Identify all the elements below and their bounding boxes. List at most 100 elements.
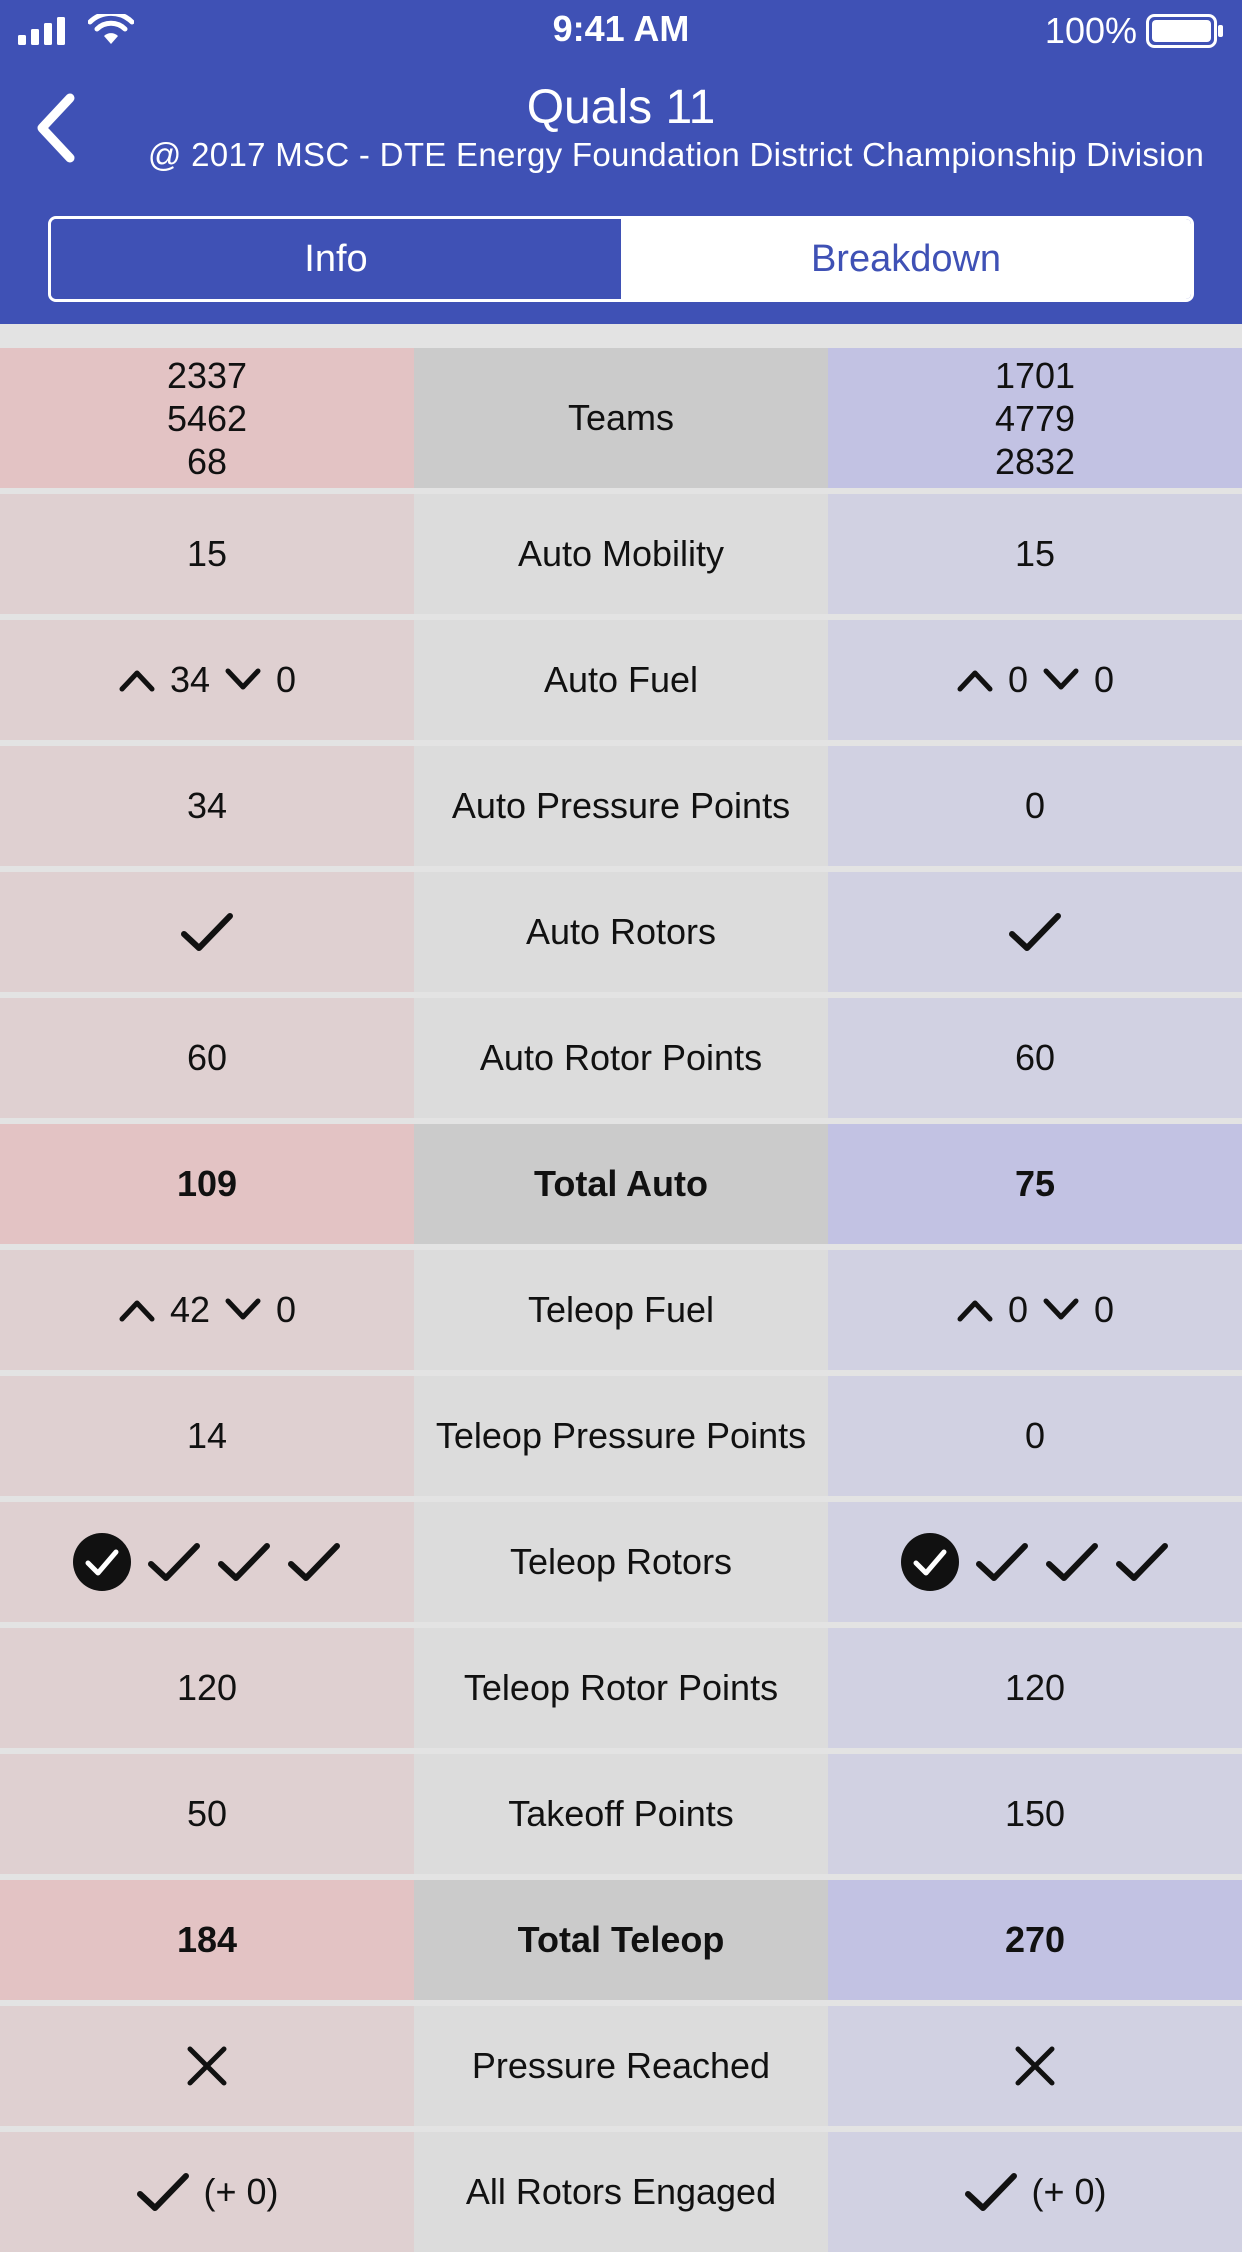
row-auto-mobility: 15 Auto Mobility 15 bbox=[0, 494, 1242, 614]
low-goal-value: 0 bbox=[276, 1289, 297, 1330]
check-circle-icon bbox=[901, 1533, 959, 1591]
row-label: All Rotors Engaged bbox=[414, 2132, 828, 2252]
low-goal-value: 0 bbox=[1094, 659, 1115, 700]
blue-value: 60 bbox=[828, 998, 1242, 1118]
red-value: 60 bbox=[0, 998, 414, 1118]
x-icon bbox=[1015, 2046, 1055, 2086]
row-teleop-rotor-points: 120 Teleop Rotor Points 120 bbox=[0, 1628, 1242, 1748]
blue-value: (+ 0) bbox=[828, 2132, 1242, 2252]
check-icon bbox=[288, 1543, 340, 1581]
blue-value: 0 bbox=[828, 746, 1242, 866]
blue-value: 150 bbox=[828, 1754, 1242, 1874]
status-bar: 9:41 AM 100% bbox=[0, 0, 1242, 60]
row-label: Auto Mobility bbox=[414, 494, 828, 614]
row-auto-fuel: 34 0 Auto Fuel 0 0 bbox=[0, 620, 1242, 740]
row-label: Auto Rotor Points bbox=[414, 998, 828, 1118]
row-label: Teleop Fuel bbox=[414, 1250, 828, 1370]
row-all-rotors-engaged: (+ 0) All Rotors Engaged (+ 0) bbox=[0, 2132, 1242, 2252]
high-goal-value: 0 bbox=[1007, 659, 1028, 700]
blue-team-2[interactable]: 4779 bbox=[994, 397, 1076, 439]
row-teleop-pressure-points: 14 Teleop Pressure Points 0 bbox=[0, 1376, 1242, 1496]
red-value: 120 bbox=[0, 1628, 414, 1748]
blue-value: 15 bbox=[828, 494, 1242, 614]
blue-value: 120 bbox=[828, 1628, 1242, 1748]
low-goal-value: 0 bbox=[1094, 1289, 1115, 1330]
blue-value bbox=[828, 872, 1242, 992]
blue-value bbox=[828, 1502, 1242, 1622]
red-value bbox=[0, 2006, 414, 2126]
red-team-1[interactable]: 2337 bbox=[166, 354, 248, 396]
check-icon bbox=[218, 1543, 270, 1581]
blue-value: 75 bbox=[828, 1124, 1242, 1244]
row-auto-pressure-points: 34 Auto Pressure Points 0 bbox=[0, 746, 1242, 866]
x-icon bbox=[187, 2046, 227, 2086]
blue-teams: 1701 4779 2832 bbox=[828, 348, 1242, 488]
blue-value: 0 bbox=[828, 1376, 1242, 1496]
red-value: 34 bbox=[0, 746, 414, 866]
wifi-icon bbox=[88, 14, 134, 44]
row-takeoff-points: 50 Takeoff Points 150 bbox=[0, 1754, 1242, 1874]
chevron-up-icon bbox=[119, 1300, 155, 1322]
tab-info[interactable]: Info bbox=[51, 219, 621, 299]
event-subtitle: @ 2017 MSC - DTE Energy Foundation Distr… bbox=[147, 136, 1205, 173]
row-label: Auto Fuel bbox=[414, 620, 828, 740]
row-total-auto: 109 Total Auto 75 bbox=[0, 1124, 1242, 1244]
row-label: Total Auto bbox=[414, 1124, 828, 1244]
row-label: Pressure Reached bbox=[414, 2006, 828, 2126]
low-goal-value: 0 bbox=[276, 659, 297, 700]
blue-value: 0 0 bbox=[828, 1250, 1242, 1370]
red-team-2[interactable]: 5462 bbox=[166, 397, 248, 439]
check-icon bbox=[137, 2173, 190, 2211]
segmented-control: Info Breakdown bbox=[48, 216, 1194, 302]
check-icon bbox=[976, 1543, 1028, 1581]
bonus-value: (+ 0) bbox=[203, 2171, 279, 2212]
row-label: Auto Rotors bbox=[414, 872, 828, 992]
chevron-down-icon bbox=[225, 668, 261, 690]
back-chevron-icon[interactable] bbox=[30, 90, 86, 166]
row-teams: 2337 5462 68 Teams 1701 4779 2832 bbox=[0, 348, 1242, 488]
row-label: Teleop Pressure Points bbox=[414, 1376, 828, 1496]
row-label: Takeoff Points bbox=[414, 1754, 828, 1874]
row-total-teleop: 184 Total Teleop 270 bbox=[0, 1880, 1242, 2000]
red-value: 15 bbox=[0, 494, 414, 614]
check-icon bbox=[1046, 1543, 1098, 1581]
check-icon bbox=[148, 1543, 200, 1581]
red-value: (+ 0) bbox=[0, 2132, 414, 2252]
cell-signal-icon bbox=[18, 17, 65, 45]
row-label: Teleop Rotors bbox=[414, 1502, 828, 1622]
check-icon bbox=[1116, 1543, 1168, 1581]
battery-icon bbox=[1146, 14, 1223, 48]
blue-team-3[interactable]: 2832 bbox=[994, 440, 1076, 482]
red-value: 42 0 bbox=[0, 1250, 414, 1370]
check-icon bbox=[965, 2173, 1018, 2211]
bonus-value: (+ 0) bbox=[1031, 2171, 1107, 2212]
row-teleop-fuel: 42 0 Teleop Fuel 0 0 bbox=[0, 1250, 1242, 1370]
red-value: 109 bbox=[0, 1124, 414, 1244]
row-auto-rotor-points: 60 Auto Rotor Points 60 bbox=[0, 998, 1242, 1118]
chevron-down-icon bbox=[225, 1298, 261, 1320]
row-label: Auto Pressure Points bbox=[414, 746, 828, 866]
check-icon bbox=[181, 913, 233, 951]
battery-percent: 100% bbox=[1044, 10, 1137, 51]
chevron-down-icon bbox=[1043, 1298, 1079, 1320]
chevron-up-icon bbox=[957, 670, 993, 692]
check-circle-icon bbox=[73, 1533, 131, 1591]
blue-value: 0 0 bbox=[828, 620, 1242, 740]
red-value: 50 bbox=[0, 1754, 414, 1874]
blue-value bbox=[828, 2006, 1242, 2126]
status-time: 9:41 AM bbox=[552, 8, 690, 49]
row-auto-rotors: Auto Rotors bbox=[0, 872, 1242, 992]
page-title: Quals 11 bbox=[526, 81, 716, 134]
row-label: Total Teleop bbox=[414, 1880, 828, 2000]
chevron-up-icon bbox=[119, 670, 155, 692]
high-goal-value: 42 bbox=[169, 1289, 210, 1330]
row-teleop-rotors: Teleop Rotors bbox=[0, 1502, 1242, 1622]
red-value: 184 bbox=[0, 1880, 414, 2000]
nav-header: 9:41 AM 100% Quals 11 @ 2017 MSC - DTE E… bbox=[0, 0, 1242, 324]
blue-team-1[interactable]: 1701 bbox=[994, 354, 1076, 396]
row-pressure-reached: Pressure Reached bbox=[0, 2006, 1242, 2126]
tab-breakdown[interactable]: Breakdown bbox=[621, 219, 1191, 299]
red-value: 14 bbox=[0, 1376, 414, 1496]
red-teams: 2337 5462 68 bbox=[0, 348, 414, 488]
red-team-3[interactable]: 68 bbox=[186, 440, 228, 482]
